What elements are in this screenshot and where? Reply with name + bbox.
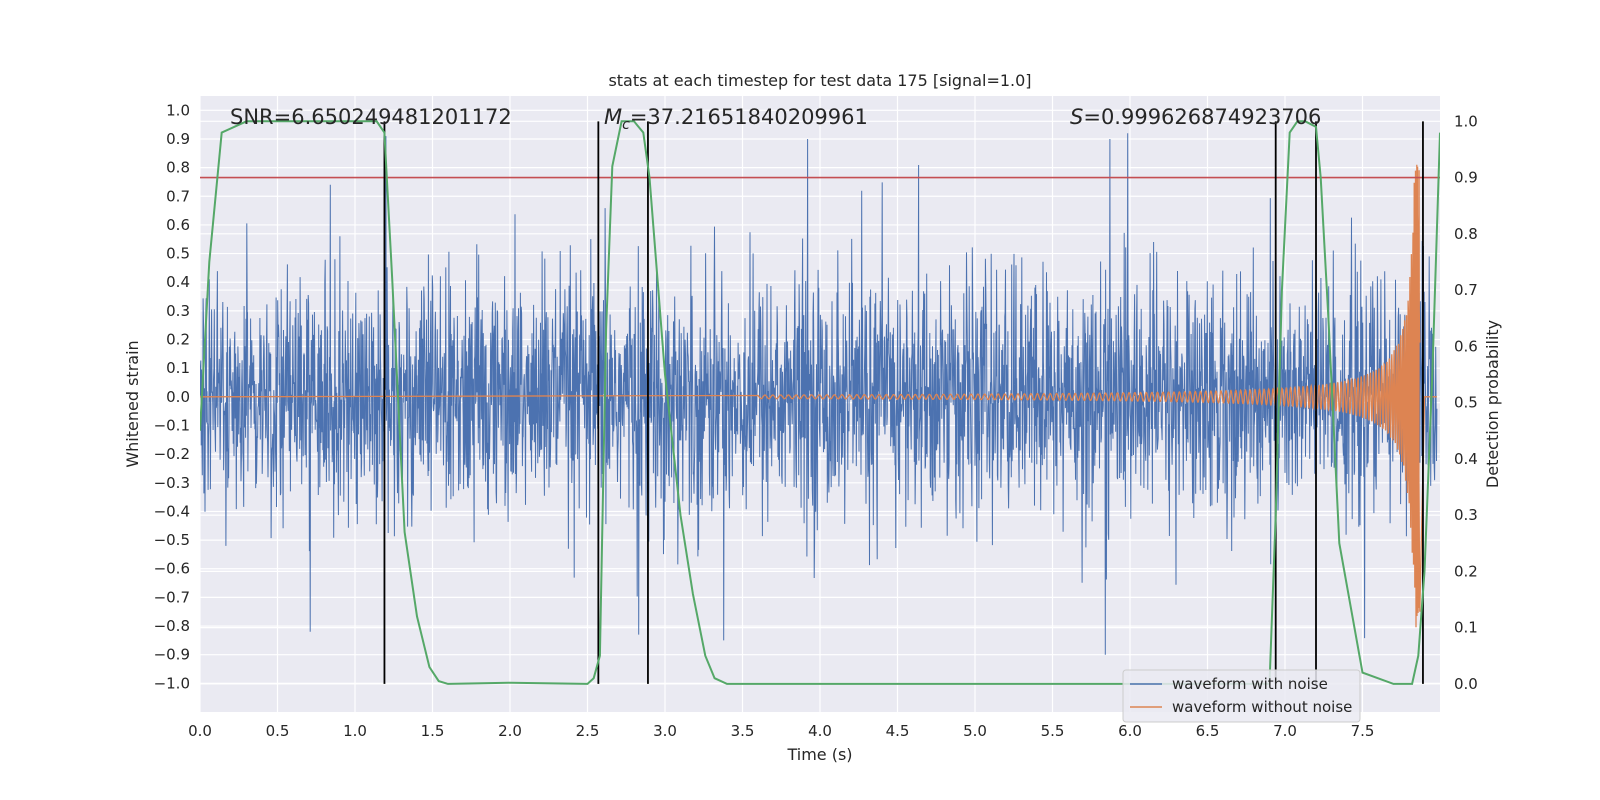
chirp-mass-annotation: Mc=37.21651840209961 bbox=[604, 105, 868, 133]
x-tick-label: 6.0 bbox=[1118, 722, 1142, 740]
x-tick-label: 3.5 bbox=[731, 722, 755, 740]
y-tick-label: 0.9 bbox=[166, 130, 190, 148]
legend: waveform with noise waveform without noi… bbox=[1122, 669, 1361, 723]
x-tick-label: 1.5 bbox=[421, 722, 445, 740]
y-axis-label: Whitened strain bbox=[123, 340, 142, 467]
y-tick-label: −0.5 bbox=[154, 531, 190, 549]
y-tick-label: −0.9 bbox=[154, 646, 190, 664]
y2-tick-label: 0.1 bbox=[1454, 619, 1478, 637]
y2-tick-labels: 1.0 0.9 0.8 0.7 0.6 0.5 0.4 0.3 0.2 0.1 0.0 bbox=[1454, 112, 1478, 693]
y-tick-label: −0.6 bbox=[154, 560, 190, 578]
y-tick-label: −1.0 bbox=[154, 674, 190, 692]
y2-tick-label: 0.3 bbox=[1454, 506, 1478, 524]
plot-area bbox=[200, 120, 1440, 685]
snr-annotation: SNR=6.650249481201172 bbox=[230, 105, 512, 129]
y2-tick-label: 0.8 bbox=[1454, 225, 1478, 243]
y-tick-label: 0.0 bbox=[166, 388, 190, 406]
y-tick-labels: 1.0 0.9 0.8 0.7 0.6 0.5 0.4 0.3 0.2 0.1 0.0 −0.1 −0.… bbox=[154, 101, 190, 692]
x-tick-label: 2.0 bbox=[498, 722, 522, 740]
chart-title: stats at each timestep for test data 175… bbox=[608, 71, 1031, 90]
y2-tick-label: 1.0 bbox=[1454, 112, 1478, 130]
x-tick-label: 3.0 bbox=[653, 722, 677, 740]
y-tick-label: 0.1 bbox=[166, 359, 190, 377]
x-tick-label: 1.0 bbox=[343, 722, 367, 740]
y-tick-label: 0.6 bbox=[166, 216, 190, 234]
x-tick-label: 2.5 bbox=[576, 722, 600, 740]
x-tick-label: 6.5 bbox=[1196, 722, 1220, 740]
x-tick-labels: 0.0 0.5 1.0 1.5 2.0 2.5 3.0 3.5 4.0 4.5 5.0 5.5 6.0 6… bbox=[188, 722, 1374, 740]
y-tick-label: −0.4 bbox=[154, 502, 190, 520]
x-tick-label: 0.5 bbox=[266, 722, 290, 740]
y-tick-label: 0.5 bbox=[166, 245, 190, 263]
x-axis-label: Time (s) bbox=[786, 745, 852, 764]
chirp-mass-value: =37.21651840209961 bbox=[630, 105, 868, 129]
x-tick-label: 4.0 bbox=[808, 722, 832, 740]
y2-tick-label: 0.6 bbox=[1454, 337, 1478, 355]
y2-tick-label: 0.2 bbox=[1454, 562, 1478, 580]
y-tick-label: 1.0 bbox=[166, 101, 190, 119]
series-detection-probability bbox=[200, 120, 1440, 685]
y-tick-label: 0.4 bbox=[166, 273, 190, 291]
series-waveform-with-noise bbox=[200, 133, 1438, 655]
y-tick-label: −0.1 bbox=[154, 416, 190, 434]
y-tick-label: −0.2 bbox=[154, 445, 190, 463]
y2-tick-label: 0.9 bbox=[1454, 169, 1478, 187]
series-waveform-without-noise bbox=[200, 164, 1437, 628]
y2-axis-label: Detection probability bbox=[1483, 320, 1502, 488]
significance-annotation: S=0.999626874923706 bbox=[1070, 105, 1321, 129]
x-tick-label: 7.0 bbox=[1273, 722, 1297, 740]
y2-tick-label: 0.7 bbox=[1454, 281, 1478, 299]
legend-box bbox=[1122, 669, 1361, 723]
y-tick-label: −0.7 bbox=[154, 588, 190, 606]
y2-tick-label: 0.5 bbox=[1454, 394, 1478, 412]
y2-tick-label: 0.0 bbox=[1454, 675, 1478, 693]
legend-label-waveform-without-noise: waveform without noise bbox=[1172, 698, 1352, 716]
x-tick-label: 5.0 bbox=[963, 722, 987, 740]
y-tick-label: 0.3 bbox=[166, 302, 190, 320]
chirp-mass-subscript: c bbox=[622, 117, 630, 133]
y-tick-label: 0.7 bbox=[166, 187, 190, 205]
x-tick-label: 4.5 bbox=[886, 722, 910, 740]
y-tick-label: 0.8 bbox=[166, 159, 190, 177]
x-tick-label: 0.0 bbox=[188, 722, 212, 740]
y2-tick-label: 0.4 bbox=[1454, 450, 1478, 468]
y-tick-label: −0.3 bbox=[154, 474, 190, 492]
legend-label-waveform-with-noise: waveform with noise bbox=[1172, 675, 1328, 693]
x-tick-label: 5.5 bbox=[1041, 722, 1065, 740]
chirp-mass-symbol: M bbox=[604, 105, 622, 129]
x-tick-label: 7.5 bbox=[1351, 722, 1375, 740]
significance-value: =0.999626874923706 bbox=[1083, 105, 1321, 129]
significance-symbol: S bbox=[1070, 105, 1083, 129]
y-tick-label: −0.8 bbox=[154, 617, 190, 635]
y-tick-label: 0.2 bbox=[166, 331, 190, 349]
